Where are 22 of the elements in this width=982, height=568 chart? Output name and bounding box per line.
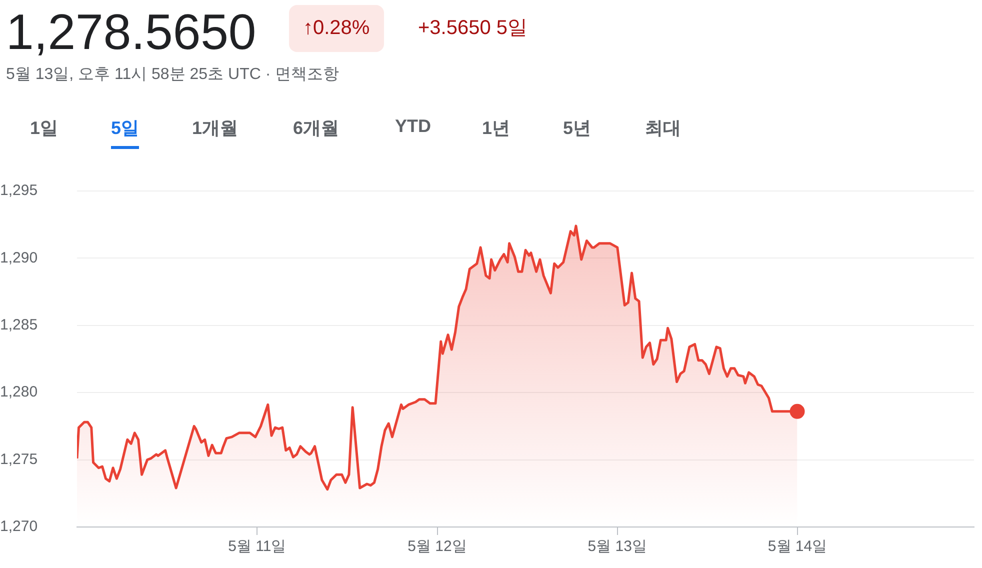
x-tick-label: 5월 14일 [768, 538, 828, 556]
text: 최대 [645, 117, 681, 140]
text: ↑0.28% [289, 5, 384, 52]
text: 5년 [562, 117, 592, 140]
y-tick-label: 1,295 [0, 182, 38, 200]
text: 5일 [110, 116, 140, 149]
x-tick-label: 5월 13일 [588, 538, 647, 556]
y-tick-label: 1,275 [0, 450, 38, 468]
text: 1일 [30, 117, 58, 140]
y-tick-label: 1,280 [0, 384, 38, 401]
text: 1년 [482, 117, 510, 140]
text: YTD [395, 116, 431, 137]
chart-subtitle: 5월 13일, 오후 11시 58분 25초 UTC · 면책조항 [6, 65, 340, 85]
text: 1개월 [192, 117, 238, 140]
x-tick-label: 5월 11일 [228, 538, 286, 556]
x-tick-label: 5월 12일 [408, 538, 467, 556]
y-tick-label: 1,290 [0, 249, 38, 266]
y-tick-label: 1,285 [0, 316, 38, 334]
text: +3.5650 5일 [418, 16, 528, 41]
chart-title: 1,278.5650 [6, 3, 256, 62]
text: 6개월 [292, 117, 340, 140]
y-tick-label: 1,270 [0, 518, 38, 536]
